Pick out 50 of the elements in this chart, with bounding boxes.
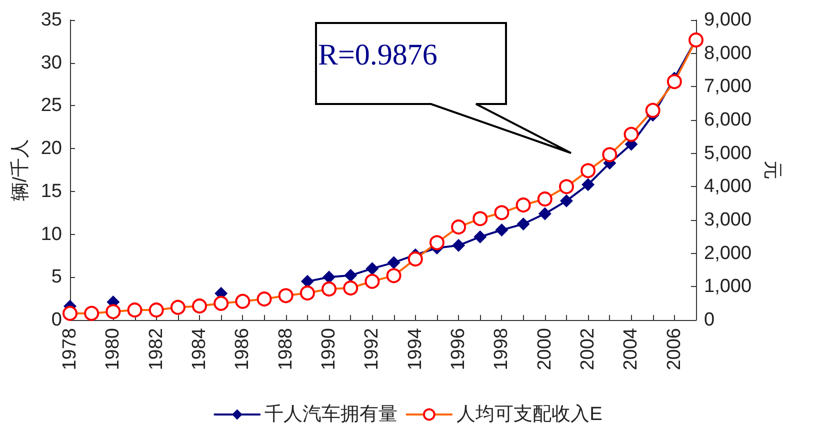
x-tick-label: 1984 <box>189 328 210 370</box>
x-tick-label: 1986 <box>232 328 254 370</box>
point <box>474 230 487 244</box>
y-tick-label: 25 <box>40 95 62 116</box>
x-tick-label: 1978 <box>60 328 80 370</box>
x-tick-label: 1994 <box>404 328 426 370</box>
point <box>300 274 314 288</box>
point <box>538 207 552 220</box>
point <box>344 268 358 282</box>
y-axis-title: 辆/千人 <box>10 138 31 202</box>
y2-tick-label: 8,000 <box>704 42 752 64</box>
point <box>582 178 595 192</box>
x-tick-label: 1992 <box>362 328 383 370</box>
y-tick-label: 20 <box>40 138 62 160</box>
y-tick-label: 10 <box>40 224 62 245</box>
point <box>452 238 466 252</box>
y2-tick-label: 6,000 <box>704 110 752 130</box>
x-tick-label: 1990 <box>318 328 340 370</box>
annotation: R=0.9876 <box>318 38 438 72</box>
x-tick-label: 2004 <box>620 328 642 370</box>
x-tick-label: 1998 <box>491 328 512 370</box>
point <box>516 218 530 230</box>
x-tick-label: 1996 <box>448 328 470 370</box>
legend-label: 千人汽车拥有量 <box>264 404 398 425</box>
x-tick-label: 2006 <box>664 328 685 370</box>
point <box>560 194 573 208</box>
x-tick-label: 2002 <box>578 328 599 370</box>
y-tick-label: 0 <box>51 310 62 330</box>
y-tick-label: 15 <box>40 180 62 202</box>
point <box>322 270 336 284</box>
y2-tick-label: 0 <box>704 310 715 330</box>
x-tick-label: 1988 <box>275 328 296 370</box>
y2-tick-label: 3,000 <box>704 210 752 230</box>
y2-tick-label: 9,000 <box>704 10 752 30</box>
point <box>366 262 379 276</box>
y2-tick-label: 2,000 <box>704 242 752 264</box>
x-tick-label: 1982 <box>146 328 167 370</box>
y2-tick-label: 4,000 <box>704 176 752 198</box>
y-tick-label: 35 <box>40 10 62 30</box>
x-tick-label: 2000 <box>534 328 556 370</box>
y2-axis-title: 元 <box>761 160 782 180</box>
point <box>495 224 508 236</box>
y-tick-label: 30 <box>40 52 62 74</box>
y2-tick-label: 1,000 <box>704 276 752 298</box>
y2-tick-label: 5,000 <box>704 142 752 164</box>
x-tick-label: 1980 <box>102 328 124 370</box>
legend-label: 人均可支配收入E <box>456 404 602 425</box>
point <box>387 256 400 270</box>
y2-tick-label: 7,000 <box>704 76 752 98</box>
y-tick-label: 5 <box>51 266 62 288</box>
